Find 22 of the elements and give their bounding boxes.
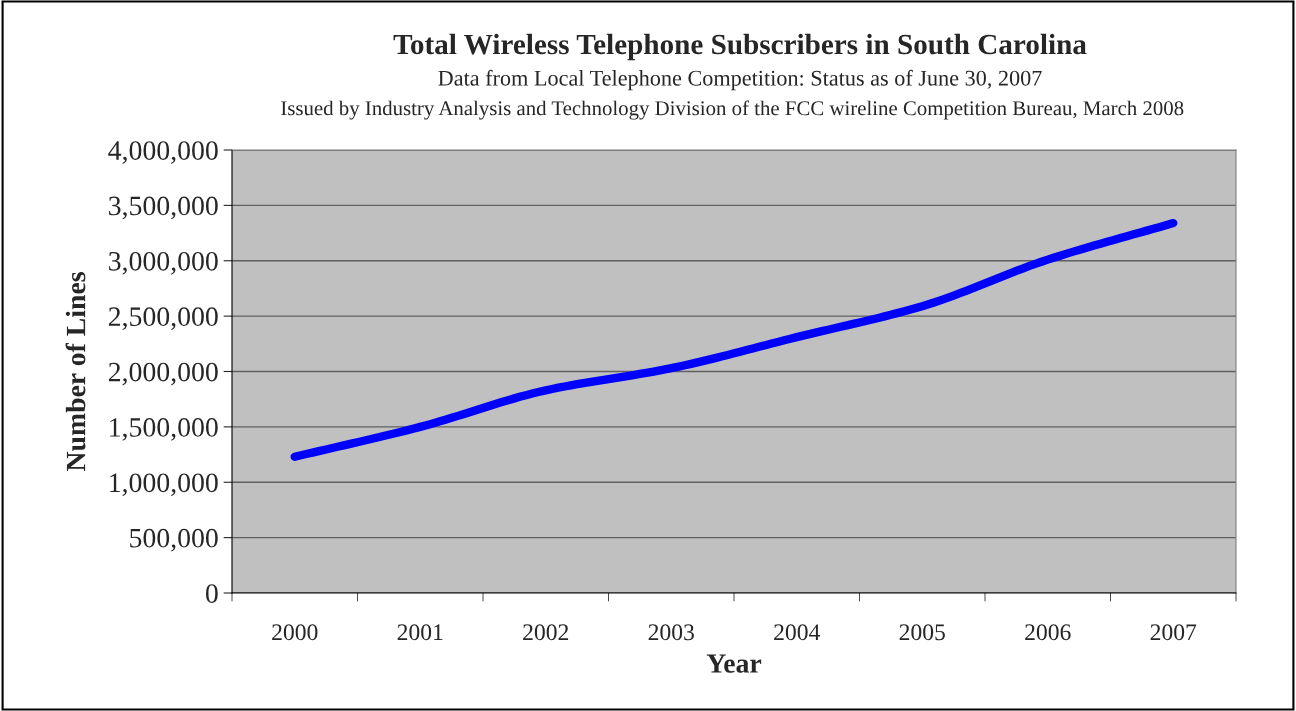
y-tick-label: 2,000,000 xyxy=(108,362,218,386)
x-tick-label: 2003 xyxy=(648,624,694,641)
y-tick-label: 2,500,000 xyxy=(108,307,218,331)
x-tick-label: 2007 xyxy=(1150,624,1197,641)
y-tick-label: 4,000,000 xyxy=(108,141,218,164)
x-tick-label: 2001 xyxy=(397,624,443,641)
chart-title: Total Wireless Telephone Subscribers in South Carolina xyxy=(393,33,1087,61)
x-tick-label: 2002 xyxy=(523,624,569,641)
y-tick-label: 3,000,000 xyxy=(109,251,218,275)
y-tick-label: 1,500,000 xyxy=(110,418,218,441)
y-tick-label: 500,000 xyxy=(130,528,218,552)
y-tick-label: 1,000,000 xyxy=(110,473,218,497)
y-axis-title: Number of Lines xyxy=(65,272,86,472)
x-tick-label: 2005 xyxy=(899,624,945,641)
x-tick-label: 2000 xyxy=(272,624,318,641)
chart-subtitle: Data from Local Telephone Competition: Status as of June 30, 2007 xyxy=(438,69,1042,91)
y-tick-label: 0 xyxy=(205,584,218,603)
x-tick-label: 2006 xyxy=(1025,624,1071,641)
x-axis-title: Year xyxy=(706,654,762,673)
x-tick-label: 2004 xyxy=(774,624,820,641)
y-tick-label: 3,500,000 xyxy=(109,196,218,220)
text: Issued by Industry Analysis and Technology Division of the FCC wireline Competition Bureau, March 2008 xyxy=(281,100,1184,120)
